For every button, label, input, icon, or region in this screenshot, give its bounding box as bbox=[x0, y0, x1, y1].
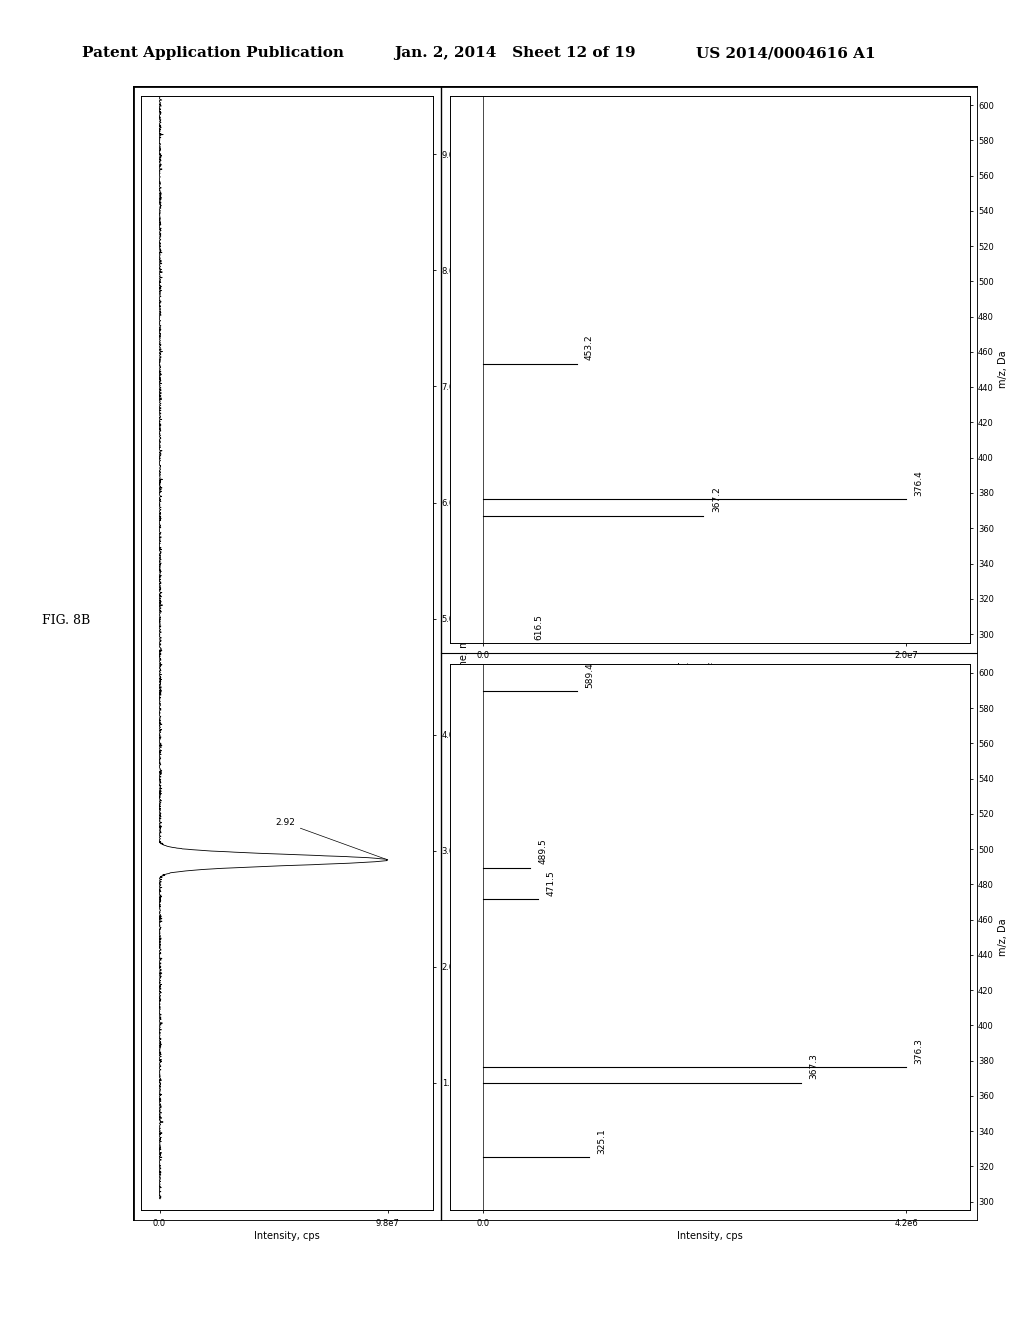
Text: 589.4: 589.4 bbox=[585, 663, 594, 688]
Text: US 2014/0004616 A1: US 2014/0004616 A1 bbox=[696, 46, 876, 61]
Text: Patent Application Publication: Patent Application Publication bbox=[82, 46, 344, 61]
X-axis label: Intensity, cps: Intensity, cps bbox=[677, 663, 742, 673]
Text: 453.2: 453.2 bbox=[585, 335, 594, 360]
Text: 325.1: 325.1 bbox=[598, 1129, 606, 1154]
Y-axis label: m/z, Da: m/z, Da bbox=[998, 919, 1009, 956]
Text: 367.3: 367.3 bbox=[809, 1053, 818, 1080]
Text: 471.5: 471.5 bbox=[547, 870, 556, 896]
X-axis label: Intensity, cps: Intensity, cps bbox=[254, 1230, 321, 1241]
Text: FIG. 8B: FIG. 8B bbox=[42, 614, 91, 627]
Text: 376.3: 376.3 bbox=[914, 1038, 924, 1064]
Text: 376.4: 376.4 bbox=[914, 470, 924, 496]
Text: 489.5: 489.5 bbox=[539, 838, 548, 865]
Y-axis label: Time, min: Time, min bbox=[459, 630, 469, 677]
Y-axis label: m/z, Da: m/z, Da bbox=[998, 351, 1009, 388]
Text: 2.92: 2.92 bbox=[275, 818, 385, 859]
Text: 616.5: 616.5 bbox=[535, 614, 543, 640]
Text: 367.2: 367.2 bbox=[712, 486, 721, 512]
Text: Jan. 2, 2014   Sheet 12 of 19: Jan. 2, 2014 Sheet 12 of 19 bbox=[394, 46, 636, 61]
X-axis label: Intensity, cps: Intensity, cps bbox=[677, 1230, 742, 1241]
